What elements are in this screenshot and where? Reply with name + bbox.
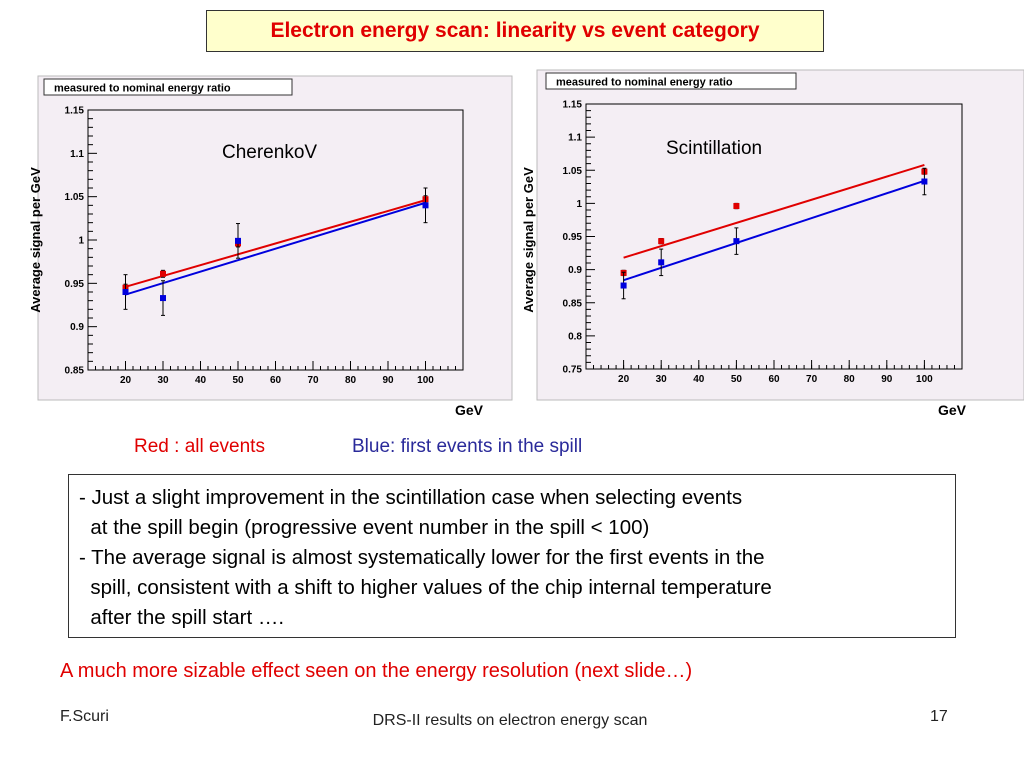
data-point (422, 202, 429, 209)
y-tick-label: 1 (576, 199, 582, 210)
x-tick-label: 50 (731, 374, 743, 385)
chart-annotation: Scintillation (666, 138, 762, 159)
data-point (122, 289, 129, 295)
y-tick-label: 0.9 (70, 322, 84, 333)
chart-annotation: CherenkoV (222, 142, 317, 163)
conclusion-text: A much more sizable effect seen on the e… (60, 660, 693, 682)
y-tick-label: 1 (78, 236, 84, 247)
fit-line (623, 163, 925, 259)
x-tick-label: 100 (916, 374, 933, 385)
y-tick-label: 0.85 (563, 298, 583, 309)
y-tick-label: 1.05 (65, 192, 85, 203)
y-tick-label: 0.95 (563, 232, 583, 243)
x-tick-label: 100 (417, 375, 434, 386)
plot-area (585, 103, 963, 370)
y-tick-label: 1.1 (70, 149, 84, 160)
data-point (235, 237, 241, 244)
x-tick-label: 70 (806, 374, 818, 385)
data-point (160, 270, 166, 277)
chart-cherenkov: measured to nominal energy ratio Cherenk… (28, 75, 513, 418)
x-tick-label: 90 (382, 375, 394, 386)
x-tick-label: 40 (195, 375, 207, 386)
x-tick-label: 60 (768, 374, 780, 385)
chart-title-box (43, 78, 293, 96)
legend-blue-text: Blue: first events in the spill (352, 436, 583, 457)
data-point (658, 259, 665, 266)
x-tick-label: 70 (307, 375, 319, 386)
legend-red-text: Red : all events (134, 436, 265, 457)
fit-line (623, 179, 925, 282)
note-item: - The average signal is almost systemati… (79, 546, 772, 629)
chart-title: measured to nominal energy ratio (54, 83, 231, 95)
y-tick-label: 1.15 (65, 106, 85, 117)
x-tick-label: 60 (270, 375, 282, 386)
data-point (733, 203, 740, 210)
data-point (620, 282, 627, 289)
notes-box: - Just a slight improvement in the scint… (68, 474, 956, 638)
chart-title-box (545, 72, 797, 90)
data-point (160, 295, 166, 302)
x-axis-label: GeV (455, 402, 484, 418)
footer-title: DRS-II results on electron energy scan (372, 712, 648, 729)
data-point (733, 238, 740, 245)
data-point (921, 178, 928, 185)
x-tick-label: 40 (693, 374, 705, 385)
x-tick-label: 20 (618, 374, 630, 385)
y-axis-label: Average signal per GeV (521, 167, 536, 313)
x-tick-label: 50 (232, 375, 244, 386)
fit-line (125, 199, 426, 288)
y-tick-label: 0.85 (65, 366, 85, 377)
y-tick-label: 1.1 (568, 133, 582, 144)
x-tick-label: 90 (881, 374, 893, 385)
fit-line (125, 201, 426, 296)
note-item: - Just a slight improvement in the scint… (79, 486, 743, 539)
x-tick-label: 80 (345, 375, 357, 386)
data-point (658, 238, 665, 245)
y-tick-label: 0.95 (65, 279, 85, 290)
x-tick-label: 20 (120, 375, 132, 386)
x-axis-label: GeV (938, 402, 967, 418)
charts-canvas: measured to nominal energy ratio Cherenk… (28, 69, 1024, 418)
x-tick-label: 80 (844, 374, 856, 385)
y-tick-label: 0.8 (568, 331, 582, 342)
y-tick-label: 1.15 (563, 100, 583, 111)
x-tick-label: 30 (656, 374, 668, 385)
plot-area (87, 109, 464, 371)
y-tick-label: 1.05 (563, 166, 583, 177)
footer-page-number: 17 (930, 708, 948, 725)
y-tick-label: 0.9 (568, 265, 582, 276)
chart-title: measured to nominal energy ratio (556, 77, 733, 89)
y-tick-label: 0.75 (563, 365, 583, 376)
chart-scintillation: measured to nominal energy ratio Scintil… (521, 69, 1024, 418)
y-axis-label: Average signal per GeV (28, 167, 43, 313)
slide-title: Electron energy scan: linearity vs event… (206, 10, 824, 52)
footer-author: F.Scuri (60, 708, 109, 725)
x-tick-label: 30 (157, 375, 169, 386)
